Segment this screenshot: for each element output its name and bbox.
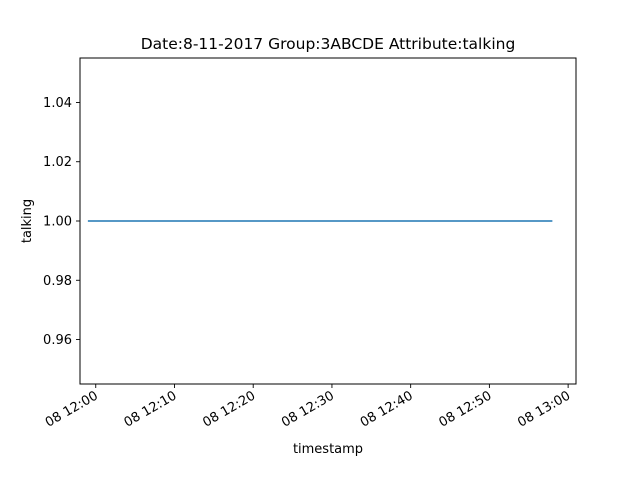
x-axis-label: timestamp <box>293 442 363 457</box>
y-tick-label: 1.02 <box>43 155 72 170</box>
y-axis-label: talking <box>20 199 35 243</box>
y-tick-label: 1.00 <box>43 215 72 230</box>
y-tick-label: 0.98 <box>43 274 72 289</box>
y-tick-label: 1.04 <box>43 96 72 111</box>
chart-title: Date:8-11-2017 Group:3ABCDE Attribute:ta… <box>141 35 516 53</box>
y-axis: 0.96 0.98 1.00 1.02 1.04 <box>43 96 80 348</box>
y-tick-label: 0.96 <box>43 333 72 348</box>
